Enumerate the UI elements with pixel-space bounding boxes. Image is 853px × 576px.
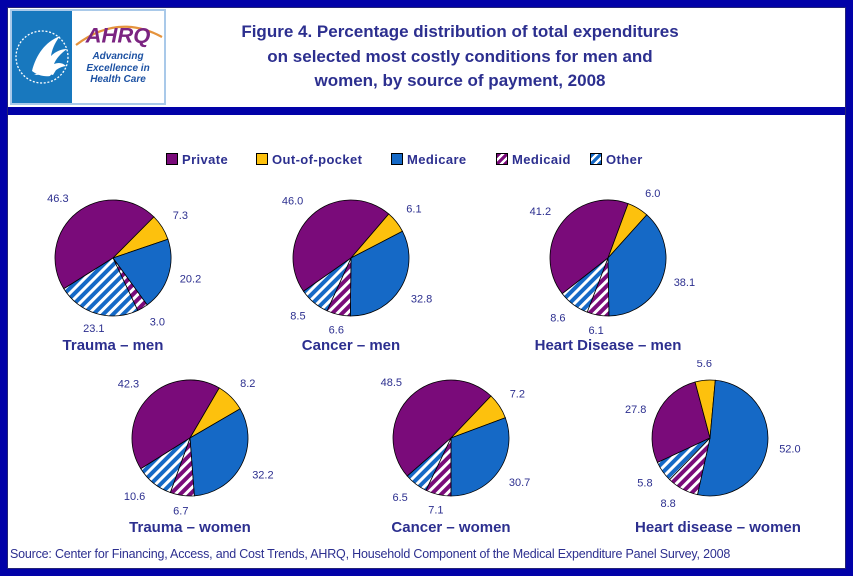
legend-swatch-out-of-pocket (256, 153, 268, 165)
header-divider-bar (0, 107, 853, 115)
hhs-seal (12, 11, 72, 103)
legend-item-medicaid: Medicaid (496, 151, 571, 167)
pie-title-trauma-women: Trauma – women (129, 519, 251, 536)
slice-medicare (697, 379, 769, 497)
slice-value-label: 32.2 (252, 470, 273, 482)
legend-item-medicare: Medicare (391, 151, 467, 167)
pie-chart-trauma-men: 46.3 7.3 20.2 3.0 23.1 (7, 180, 219, 348)
source-note: Source: Center for Financing, Access, an… (10, 547, 731, 561)
slice-value-label: 5.8 (637, 477, 652, 489)
slice-value-label: 10.6 (124, 491, 145, 503)
slice-value-label: 27.8 (625, 404, 646, 416)
slice-private (292, 199, 390, 292)
slice-value-label: 6.1 (588, 325, 603, 337)
ahrq-logo-text-block: AHRQ Advancing Excellence in Health Care (72, 11, 164, 103)
slice-medicare (607, 214, 667, 317)
slice-value-label: 20.2 (180, 274, 201, 286)
tagline-line-2: Excellence in (86, 62, 150, 74)
slice-private (131, 379, 220, 470)
legend-label-medicare: Medicare (407, 151, 467, 167)
slice-value-label: 46.0 (282, 196, 303, 208)
slice-value-label: 6.1 (406, 204, 421, 216)
pie-title-trauma-men: Trauma – men (62, 337, 164, 354)
legend-item-private: Private (166, 151, 228, 167)
hhs-eagle-icon (15, 30, 69, 84)
pie-chart-heart-disease-men: 41.2 6.0 38.1 6.1 8.6 (502, 180, 714, 348)
slice-private (651, 381, 711, 464)
title-line-2: on selected most costly conditions for m… (267, 46, 653, 66)
slice-medicare (189, 408, 249, 497)
slice-value-label: 30.7 (509, 477, 530, 489)
slice-private (549, 199, 629, 295)
slice-value-label: 8.5 (290, 310, 305, 322)
ahrq-arc-icon (75, 25, 163, 46)
tagline-line-1: Advancing (92, 51, 144, 62)
slice-value-label: 8.2 (240, 378, 255, 390)
slice-value-label: 48.5 (381, 377, 402, 389)
ahrq-hhs-logo: AHRQ Advancing Excellence in Health Care (10, 9, 166, 105)
slice-other (561, 256, 609, 313)
slice-medicare (349, 230, 410, 317)
slice-private (54, 199, 155, 290)
slice-value-label: 6.0 (645, 188, 660, 200)
tagline-line-3: Health Care (90, 74, 146, 85)
legend-item-other: Other (590, 151, 643, 167)
slice-other (140, 437, 191, 494)
slice-value-label: 6.6 (329, 324, 344, 336)
slice-value-label: 6.5 (393, 492, 408, 504)
ahrq-acronym: AHRQ (85, 23, 151, 48)
slice-value-label: 32.8 (411, 294, 432, 306)
slice-value-label: 42.3 (118, 379, 139, 391)
slice-other (406, 437, 452, 491)
slice-value-label: 7.1 (428, 504, 443, 516)
slice-other (656, 437, 711, 481)
slice-value-label: 7.2 (510, 389, 525, 401)
figure-title: Figure 4. Percentage distribution of tot… (200, 20, 720, 94)
pie-chart-heart-disease-women: 27.8 5.6 52.0 8.8 5.8 (604, 358, 816, 528)
slice-value-label: 5.6 (697, 360, 712, 370)
slice-value-label: 52.0 (779, 443, 800, 455)
slice-medicare (112, 238, 172, 306)
slice-medicare (450, 417, 510, 497)
pie-chart-trauma-women: 42.3 8.2 32.2 6.7 10.6 (84, 360, 296, 528)
legend-swatch-medicare (391, 153, 403, 165)
slice-value-label: 3.0 (150, 317, 165, 329)
slice-value-label: 6.7 (173, 505, 188, 517)
legend-label-other: Other (606, 151, 643, 167)
legend-label-medicaid: Medicaid (512, 151, 571, 167)
pie-chart-cancer-men: 46.0 6.1 32.8 6.6 8.5 (245, 180, 457, 348)
pie-title-cancer-women: Cancer – women (391, 519, 511, 536)
slice-value-label: 8.6 (550, 313, 565, 325)
ahrq-tagline: Advancing Excellence in Health Care (72, 51, 164, 86)
slice-value-label: 23.1 (83, 323, 104, 335)
slice-value-label: 38.1 (674, 277, 695, 289)
pie-chart-cancer-women: 48.5 7.2 30.7 7.1 6.5 (345, 360, 557, 528)
pie-title-heart-disease-women: Heart disease – women (635, 519, 801, 536)
pie-title-cancer-men: Cancer – men (301, 337, 401, 354)
legend-label-private: Private (182, 151, 229, 167)
slice-value-label: 8.8 (661, 498, 676, 510)
legend-label-out-of-pocket: Out-of-pocket (272, 151, 363, 167)
legend-swatch-medicaid (496, 153, 508, 165)
legend-swatch-private (166, 153, 178, 165)
title-line-1: Figure 4. Percentage distribution of tot… (241, 22, 679, 41)
slice-other (302, 256, 352, 312)
slice-value-label: 7.3 (173, 210, 188, 222)
legend-swatch-other (590, 153, 602, 165)
pie-title-heart-disease-men: Heart Disease – men (534, 337, 682, 354)
slice-value-label: 41.2 (530, 206, 551, 218)
slice-other (63, 257, 139, 317)
slice-value-label: 46.3 (47, 193, 68, 205)
legend-item-out-of-pocket: Out-of-pocket (256, 151, 362, 167)
slice-private (392, 379, 492, 477)
title-line-3: women, by source of payment, 2008 (314, 71, 606, 91)
